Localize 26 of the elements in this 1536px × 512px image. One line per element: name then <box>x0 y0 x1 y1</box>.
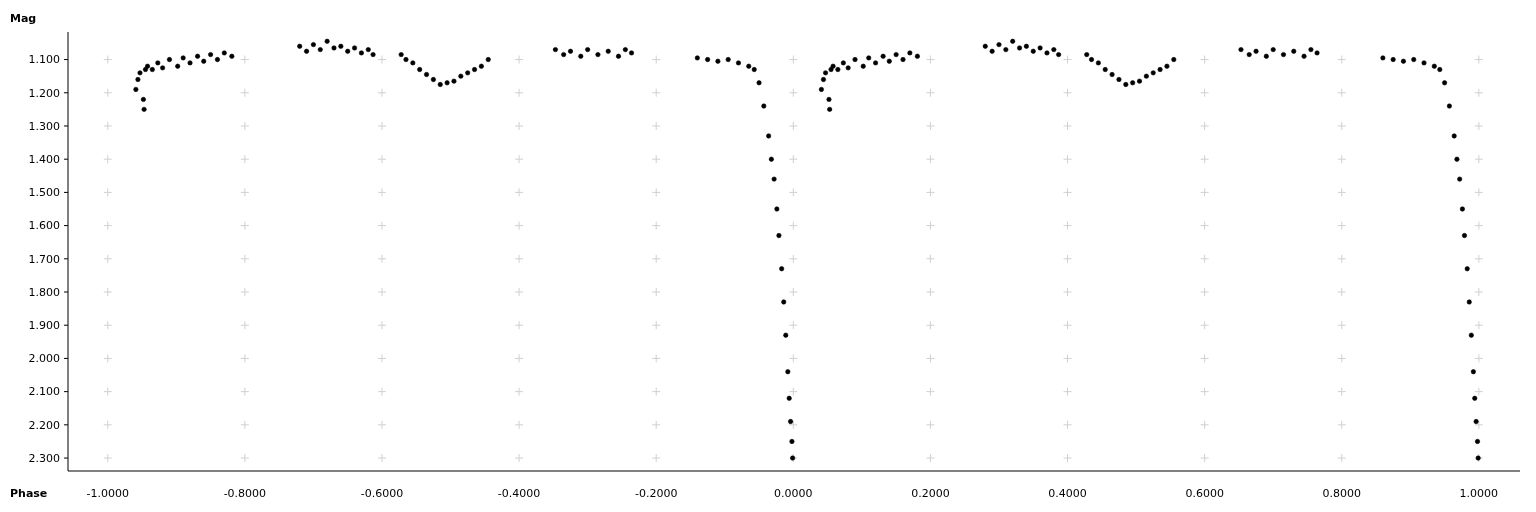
x-tick-label: -0.8000 <box>223 487 267 500</box>
y-axis-title: Mag <box>10 12 37 25</box>
x-tick-label: 0.8000 <box>1322 487 1362 500</box>
x-tick-label: -0.2000 <box>634 487 678 500</box>
y-tick-label: 2.100 <box>28 385 60 399</box>
x-axis-title: Phase <box>10 487 48 500</box>
y-tick-label: 1.800 <box>28 285 60 299</box>
x-tick-label: 1.0000 <box>1459 487 1499 500</box>
y-tick-label: 1.200 <box>28 86 60 100</box>
y-tick-label: 2.000 <box>28 352 60 366</box>
y-tick-label: 1.600 <box>28 219 60 233</box>
y-tick-label: 1.400 <box>28 153 60 167</box>
x-tick-label: -0.6000 <box>360 487 404 500</box>
y-tick-label: 1.900 <box>28 319 60 333</box>
y-tick-label: 2.200 <box>28 418 60 432</box>
x-tick-label: -0.4000 <box>497 487 541 500</box>
y-tick-label: 1.300 <box>28 119 60 133</box>
y-tick-label: 2.300 <box>28 451 60 465</box>
y-tick-label: 1.500 <box>28 186 60 200</box>
y-tick-label: 1.700 <box>28 252 60 266</box>
x-tick-label: 0.2000 <box>911 487 950 500</box>
x-tick-label: 0.4000 <box>1048 487 1087 500</box>
x-tick-label: -1.0000 <box>86 487 129 500</box>
x-tick-label: 0.6000 <box>1185 487 1224 500</box>
y-tick-label: 1.100 <box>28 53 60 67</box>
x-tick-label: 0.0000 <box>774 487 813 500</box>
